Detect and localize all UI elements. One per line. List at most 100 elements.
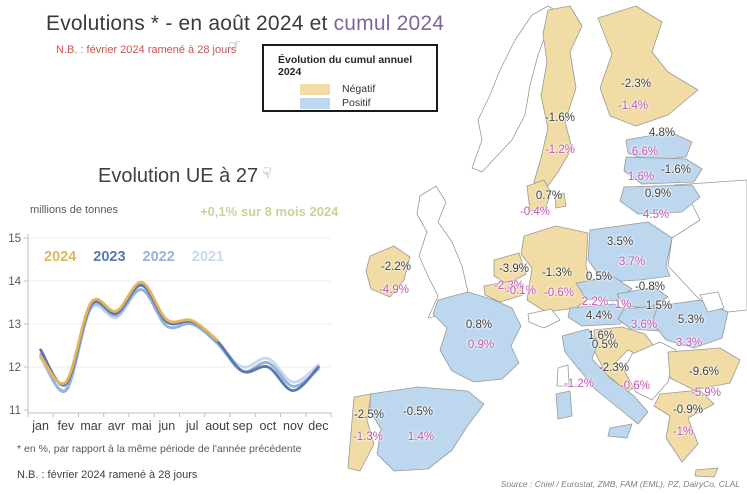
map-label-latvia-aug: -1.6% <box>660 164 692 176</box>
map-label-germany-aug: -1.3% <box>541 267 573 279</box>
xtick-label-jan: jan <box>31 419 49 433</box>
country-austria <box>567 303 631 327</box>
country-estonia <box>625 131 693 162</box>
country-eastern-europe <box>667 179 747 313</box>
legend-year-2023: 2023 <box>93 249 126 265</box>
country-france <box>432 291 522 383</box>
xtick-label-fev: fev <box>58 419 75 433</box>
map-label-sweden-cumul: -1.2% <box>544 144 576 156</box>
country-crete <box>694 467 719 478</box>
xtick-label-mar: mar <box>80 419 102 433</box>
chart-title: Evolution UE à 27 <box>98 165 259 187</box>
ytick-label-11: 11 <box>9 405 21 417</box>
map-label-lithuania-aug: 0.9% <box>644 188 672 200</box>
xtick-label-oct: oct <box>260 419 277 433</box>
map-label-france-aug: 0.8% <box>465 319 493 331</box>
map-label-italy-cumul: -1.2% <box>563 378 595 390</box>
map-label-spain-aug: -0.5% <box>402 406 434 418</box>
map-label-ireland-cumul: -4.9% <box>378 284 410 296</box>
map-label-czechia-cumul: 2.2% <box>581 296 609 308</box>
country-denmark-island <box>554 192 567 209</box>
map-label-netherlands-cumul: -2.3% <box>493 280 525 292</box>
ytick-label-12: 12 <box>8 362 21 374</box>
positive-swatch <box>300 97 330 109</box>
legend-year-2021: 2021 <box>191 249 225 265</box>
map-label-portugal-aug: -2.5% <box>353 409 385 421</box>
country-ireland <box>365 245 411 298</box>
map-label-romania-cumul: 3.3% <box>675 337 703 349</box>
country-balkans <box>623 341 677 401</box>
footnote-percent: * en %, par rapport à la même période de… <box>17 443 302 455</box>
xtick-label-dec: dec <box>308 419 328 433</box>
page-title-main: Evolutions * - en août 2024 et <box>46 12 334 35</box>
country-sicily <box>607 423 633 439</box>
map-label-italy-aug: 0.5% <box>591 339 619 351</box>
page-title: Evolutions * - en août 2024 et cumul 202… <box>46 12 444 36</box>
map-label-estonia-aug: 4.8% <box>648 127 676 139</box>
map-label-ireland-aug: -2.2% <box>380 261 412 273</box>
country-belgium <box>483 279 524 303</box>
ytick-label-15: 15 <box>8 233 21 245</box>
map-label-spain-cumul: 1.4% <box>407 431 435 443</box>
map-label-hungary-cumul: 3.6% <box>630 319 658 331</box>
xtick-label-jun: jun <box>158 419 176 433</box>
country-denmark <box>526 179 552 212</box>
xtick-label-nov: nov <box>283 419 304 433</box>
map-label-denmark-cumul: -0.4% <box>519 206 551 218</box>
map-label-denmark-aug: 0.7% <box>535 190 563 202</box>
country-portugal <box>347 393 375 472</box>
map-label-hungary-aug: 1.5% <box>645 300 673 312</box>
country-poland <box>587 221 673 283</box>
country-corsica <box>556 364 570 387</box>
country-netherlands <box>493 252 527 285</box>
map-label-portugal-cumul: -1.3% <box>352 431 384 443</box>
map-label-finland-cumul: -1.4% <box>617 100 649 112</box>
legend-year-2022: 2022 <box>142 249 175 265</box>
map-label-slovenia-aug: 1.6% <box>587 330 615 342</box>
page-title-accent: cumul 2024 <box>333 12 445 35</box>
map-label-poland-cumul: 3.7% <box>618 256 646 268</box>
map-label-croatia-aug: -2.3% <box>598 362 630 374</box>
legend-row-negative: Négatif <box>300 83 436 95</box>
map-label-bulgaria-aug: -9.6% <box>688 366 720 378</box>
xtick-label-avr: avr <box>108 419 125 433</box>
country-italy <box>561 328 649 425</box>
map-label-germany-cumul: -0.6% <box>543 287 575 299</box>
chart-ylabel: millions de tonnes <box>30 204 119 216</box>
source-credit: Source : Cniel / Eurostat, ZMB, FAM (EML… <box>500 479 740 489</box>
map-label-greece-aug: -0.9% <box>672 404 704 416</box>
map-label-sweden-aug: -1.6% <box>544 112 576 124</box>
xtick-label-sep: sep <box>233 419 253 433</box>
map-label-latvia-cumul: 1.6% <box>627 171 655 183</box>
map-label-czechia-aug: 0.5% <box>585 271 613 283</box>
xtick-label-jul: jul <box>185 419 199 433</box>
country-sweden <box>533 5 583 191</box>
footnote-nb: N.B. : février 2024 ramené à 28 jours <box>17 469 198 481</box>
map-label-greece-cumul: -1% <box>672 426 694 438</box>
positive-label: Positif <box>342 97 371 109</box>
map-label-slovakia-cumul: 1% <box>614 299 632 311</box>
map-label-france-cumul: 0.9% <box>467 339 495 351</box>
legend-row-positive: Positif <box>300 97 436 109</box>
country-latvia <box>623 156 703 185</box>
country-croatia-slovenia <box>593 326 659 393</box>
ytick-label-13: 13 <box>8 319 21 331</box>
map-label-lithuania-cumul: 4.5% <box>642 209 670 221</box>
chart-annotation: +0,1% sur 8 mois 2024 <box>200 204 339 219</box>
legend-year-2024: 2024 <box>44 249 77 265</box>
map-legend: Évolution du cumul annuel 2024 Négatif P… <box>262 44 438 112</box>
chart-years-legend: 2024 2023 2022 2021 <box>44 249 241 265</box>
country-moldova <box>699 291 725 313</box>
negative-swatch <box>300 83 330 95</box>
map-legend-title: Évolution du cumul annuel 2024 <box>278 54 413 78</box>
map-label-slovakia-aug: -0.8% <box>634 281 666 293</box>
series-line-2024 <box>39 280 219 386</box>
country-lithuania <box>619 184 701 215</box>
country-switzerland <box>527 308 561 329</box>
map-label-romania-aug: 5.3% <box>677 314 705 326</box>
map-label-estonia-cumul: 6.6% <box>631 146 659 158</box>
